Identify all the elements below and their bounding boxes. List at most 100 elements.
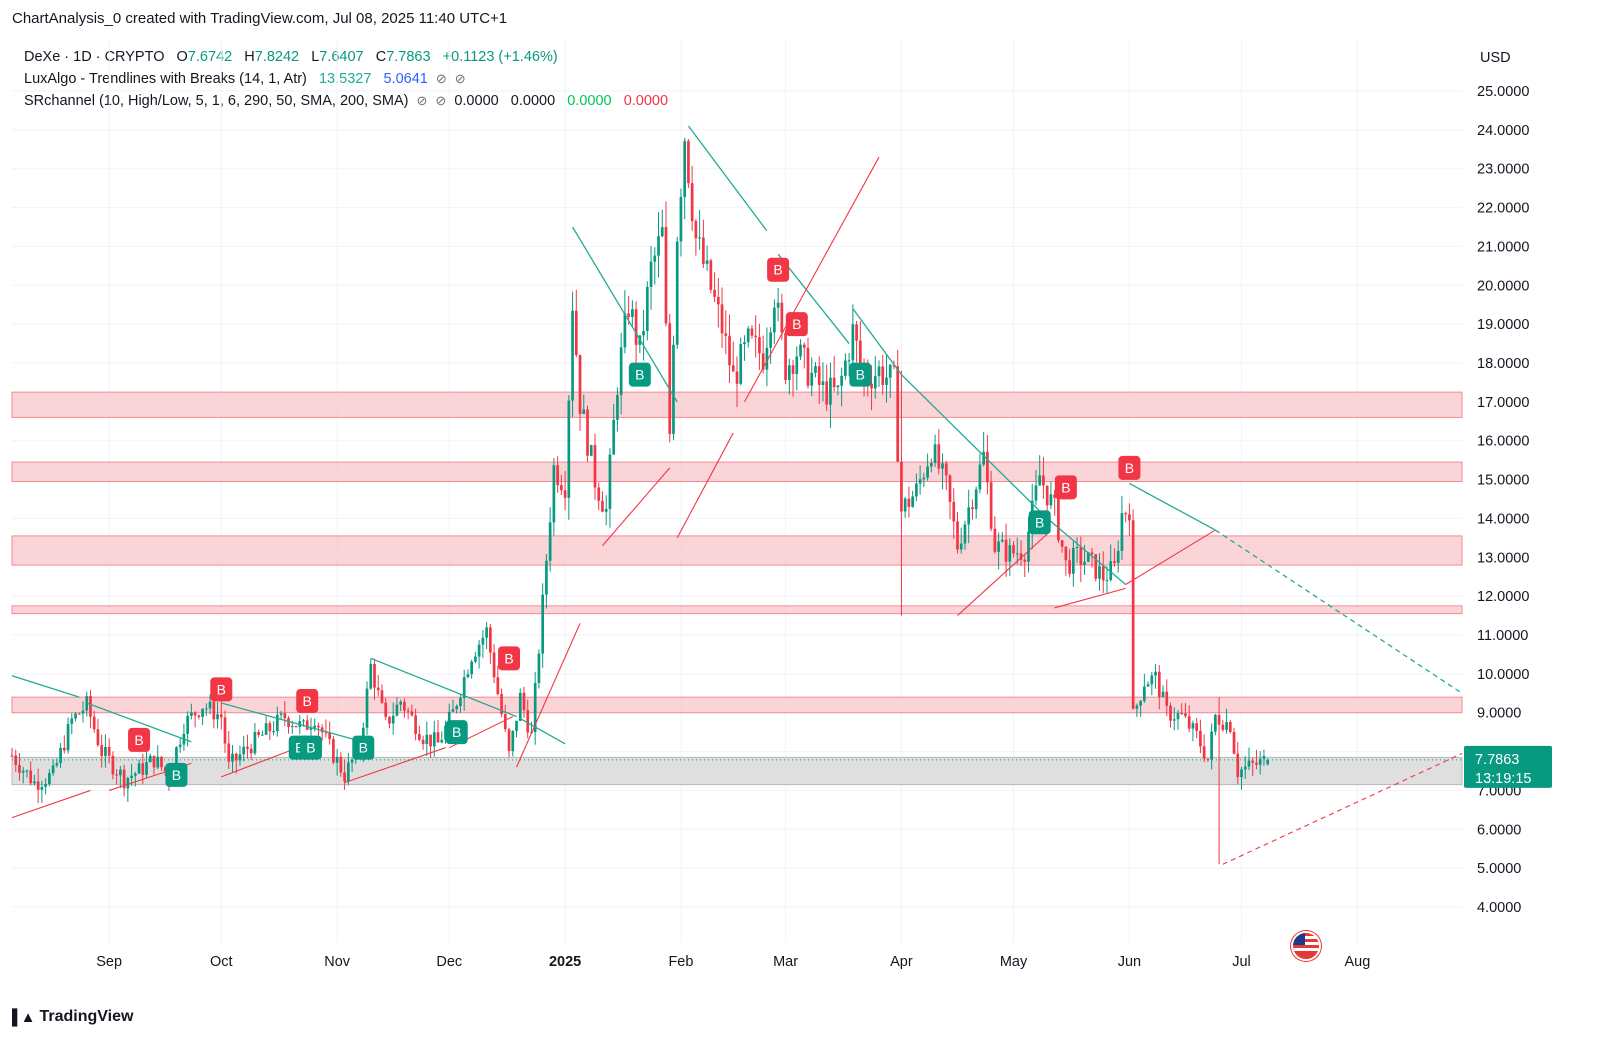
signal-label: B bbox=[856, 367, 865, 383]
x-tick-label: Feb bbox=[668, 954, 693, 970]
candle-body bbox=[574, 310, 578, 356]
candle-body bbox=[1214, 714, 1217, 732]
candle-body bbox=[268, 723, 272, 732]
candle-body bbox=[1101, 566, 1105, 581]
y-tick-label: 20.0000 bbox=[1477, 278, 1529, 294]
candle-body bbox=[694, 221, 698, 239]
hidden-eye-icon[interactable]: ⊘ bbox=[435, 71, 447, 86]
candle-body bbox=[1243, 766, 1247, 770]
us-flag-icon[interactable] bbox=[1291, 931, 1321, 961]
candle-body bbox=[227, 743, 231, 762]
candle-body bbox=[148, 755, 152, 763]
candle-body bbox=[119, 769, 122, 776]
candle-body bbox=[156, 756, 160, 768]
candle-body bbox=[556, 465, 559, 486]
candle-body bbox=[1057, 497, 1060, 541]
candle-body bbox=[806, 347, 810, 386]
candle-body bbox=[829, 377, 832, 405]
candle-body bbox=[1146, 684, 1150, 687]
candle-body bbox=[328, 732, 331, 740]
candle-body bbox=[1034, 485, 1038, 501]
sr-zone bbox=[11, 605, 1463, 615]
candle-body bbox=[720, 304, 724, 334]
candle-body bbox=[702, 237, 705, 264]
hidden-eye-icon[interactable]: ⊘ bbox=[435, 93, 447, 108]
trendline-green bbox=[900, 374, 1048, 519]
signal-label: B bbox=[359, 740, 368, 756]
candle-body bbox=[193, 712, 197, 716]
tradingview-logo-icon: ▌▲ bbox=[12, 1008, 36, 1026]
candle-body bbox=[1240, 769, 1243, 778]
trendline-green-projection bbox=[1214, 529, 1463, 694]
y-tick-label: 4.0000 bbox=[1477, 900, 1521, 916]
candle-body bbox=[175, 747, 178, 770]
legend-indicator-srchannel[interactable]: SRchannel (10, High/Low, 5, 1, 6, 290, 5… bbox=[24, 90, 668, 112]
indicator-srchannel-value-4: 0.0000 bbox=[623, 93, 669, 109]
y-tick-label: 19.0000 bbox=[1477, 317, 1529, 333]
hidden-eye-icon[interactable]: ⊘ bbox=[416, 93, 428, 108]
symbol-label[interactable]: DeXe · 1D · CRYPTO bbox=[24, 49, 165, 65]
signal-label: B bbox=[1035, 514, 1044, 530]
candle-body bbox=[1113, 561, 1116, 563]
trendline-green bbox=[687, 125, 768, 232]
candle-body bbox=[1071, 547, 1075, 574]
candle-body bbox=[631, 309, 634, 318]
candle-body bbox=[627, 313, 630, 318]
candle-body bbox=[459, 698, 462, 707]
candle-body bbox=[1247, 760, 1251, 767]
candle-body bbox=[55, 763, 59, 766]
candle-body bbox=[18, 764, 21, 773]
candle-body bbox=[51, 765, 55, 774]
candle-body bbox=[418, 734, 421, 740]
indicator-srchannel-value-3: 0.0000 bbox=[567, 93, 612, 109]
candle-body bbox=[810, 372, 814, 386]
candle-body bbox=[10, 755, 14, 757]
x-tick-label: Apr bbox=[890, 954, 913, 970]
close-value: 7.7863 bbox=[386, 49, 431, 65]
candle-body bbox=[1012, 545, 1015, 554]
signal-label: B bbox=[306, 740, 315, 756]
candle-body bbox=[825, 381, 829, 405]
candle-body bbox=[604, 508, 608, 512]
candle-body bbox=[888, 364, 892, 378]
candle-body bbox=[380, 690, 384, 703]
candle-body bbox=[974, 489, 978, 510]
hidden-eye-icon[interactable]: ⊘ bbox=[454, 71, 466, 86]
candle-body bbox=[40, 786, 44, 790]
candle-body bbox=[190, 712, 193, 716]
candle-body bbox=[728, 335, 731, 366]
trendline-red bbox=[344, 747, 446, 784]
sr-zone bbox=[11, 461, 1463, 483]
candle-body bbox=[765, 347, 769, 370]
candle-body bbox=[698, 237, 701, 239]
candle-body bbox=[522, 692, 526, 711]
trendlines-group bbox=[11, 125, 1463, 865]
candle-body bbox=[1255, 762, 1258, 765]
candle-body bbox=[44, 784, 47, 787]
legend-indicator-luxalgo[interactable]: LuxAlgo - Trendlines with Breaks (14, 1,… bbox=[24, 68, 668, 90]
candle-body bbox=[410, 711, 414, 716]
price-axis: USD4.00005.00006.00007.00008.00009.00001… bbox=[1464, 50, 1552, 916]
trendline-red-projection bbox=[1222, 753, 1463, 865]
signal-label: B bbox=[452, 724, 461, 740]
candle-body bbox=[186, 715, 189, 734]
indicator-luxalgo-value-1: 13.5327 bbox=[318, 71, 372, 87]
signal-badge-buy bbox=[165, 762, 188, 787]
candle-body bbox=[716, 296, 720, 305]
candle-body bbox=[989, 482, 993, 529]
candle-body bbox=[1217, 714, 1221, 725]
trendline-red bbox=[1054, 587, 1126, 609]
signal-label: B bbox=[295, 740, 304, 756]
candle-body bbox=[481, 637, 485, 645]
candle-body bbox=[1195, 723, 1199, 731]
candle-body bbox=[1199, 730, 1202, 747]
candle-body bbox=[1094, 554, 1098, 579]
candle-body bbox=[1124, 513, 1128, 515]
candle-body bbox=[784, 332, 787, 380]
signal-badge-buy bbox=[849, 362, 872, 387]
candle-body bbox=[1202, 746, 1206, 759]
candle-body bbox=[1236, 753, 1240, 778]
tradingview-logo[interactable]: ▌▲ TradingView bbox=[12, 1008, 133, 1026]
signal-label: B bbox=[217, 681, 226, 697]
